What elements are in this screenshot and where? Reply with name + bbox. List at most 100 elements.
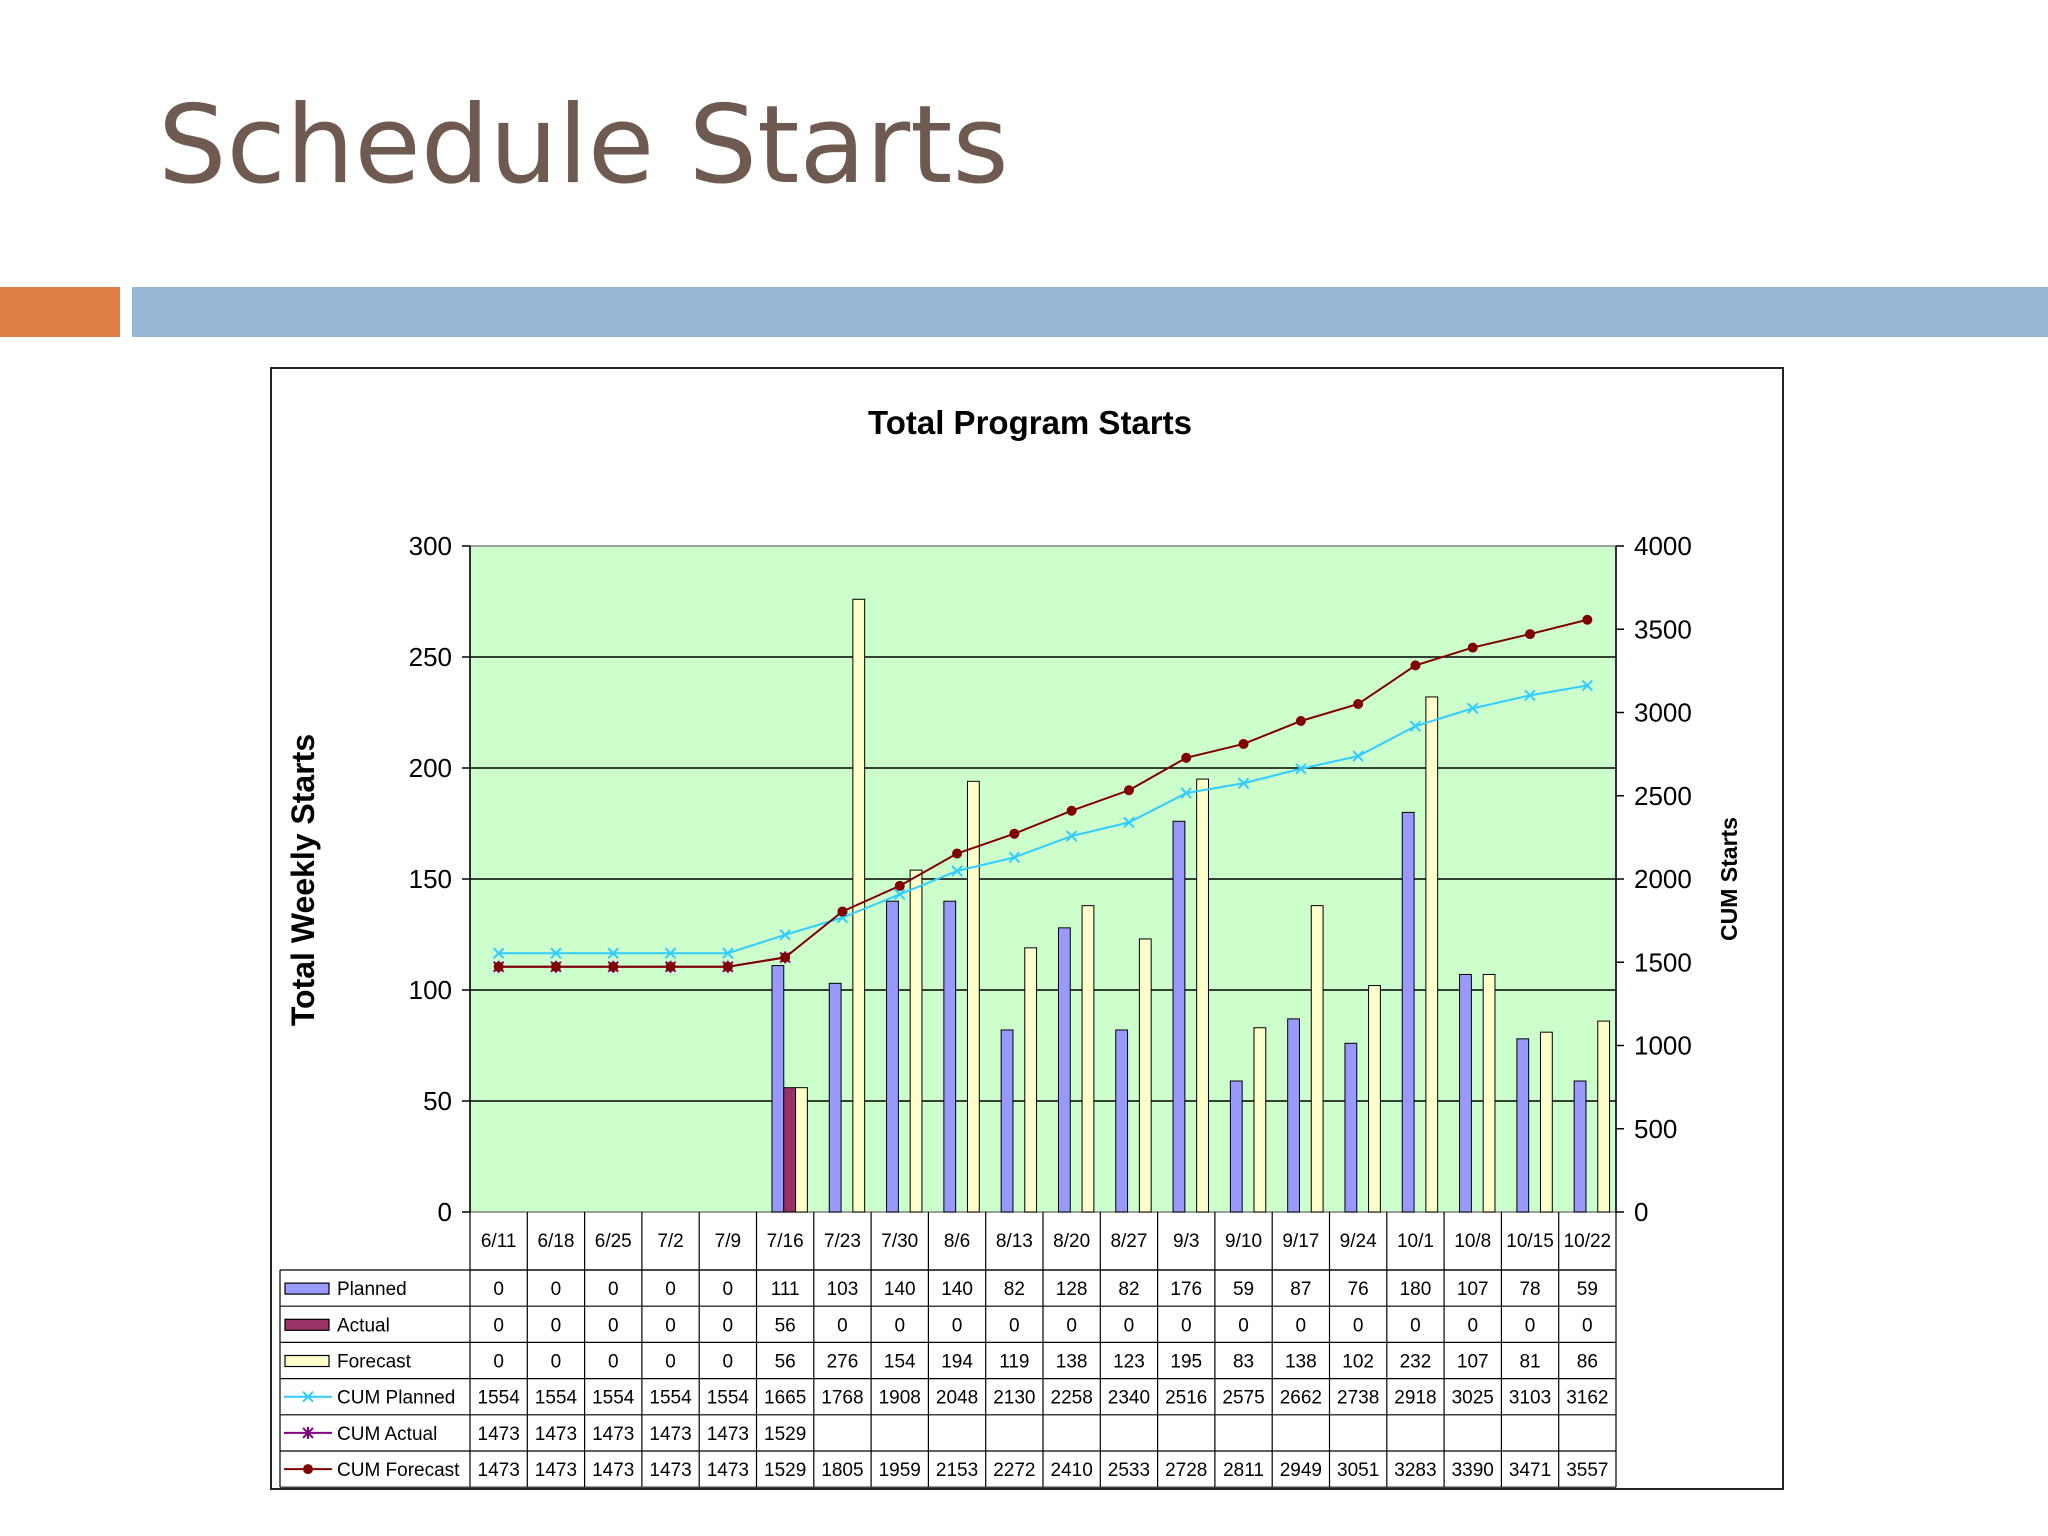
x-tick-label: 6/18	[537, 1231, 574, 1252]
table-cell-forecast: 86	[1577, 1352, 1598, 1373]
y2-tick-label: 500	[1634, 1114, 1677, 1144]
table-cell-cum-planned: 2738	[1337, 1388, 1379, 1409]
table-cell-actual: 0	[665, 1315, 676, 1336]
bar-planned	[1172, 820, 1186, 1213]
y-tick-label: 50	[423, 1086, 452, 1116]
table-cell-cum-forecast: 2153	[936, 1460, 978, 1481]
table-cell-cum-planned: 2048	[936, 1388, 978, 1409]
marker-stroke	[1295, 763, 1307, 775]
table-cell-cum-forecast: 2272	[993, 1460, 1035, 1481]
marker-stroke	[722, 947, 734, 959]
table-cell-actual: 0	[1467, 1315, 1478, 1336]
table-cell-planned: 0	[723, 1279, 734, 1300]
table-cell-cum-planned: 1554	[592, 1388, 635, 1409]
x-tick-label: 8/13	[996, 1231, 1033, 1252]
legend-label: CUM Planned	[337, 1388, 455, 1409]
y2-tick-label: 3500	[1634, 614, 1692, 644]
point-cum-planned	[1581, 679, 1594, 692]
x-tick-label: 7/9	[715, 1231, 741, 1252]
point-cum-forecast	[1525, 629, 1536, 640]
table-cell-cum-forecast: 1959	[879, 1460, 921, 1481]
marker-stroke	[607, 947, 619, 959]
point-cum-forecast	[1009, 828, 1020, 839]
bar-planned	[886, 900, 899, 1213]
table-cell-planned: 0	[665, 1279, 676, 1300]
table-cell-planned: 0	[551, 1279, 562, 1300]
table-cell-planned: 107	[1457, 1279, 1489, 1300]
y2-axis-label: CUM Starts	[1716, 817, 1742, 941]
x-tick-label: 10/8	[1454, 1231, 1491, 1252]
bar-forecast	[852, 598, 866, 1213]
x-tick-label: 9/3	[1173, 1231, 1199, 1252]
point-cum-planned	[1065, 830, 1078, 842]
table-cell-cum-planned: 2918	[1394, 1388, 1436, 1409]
y2-tick-label: 3000	[1634, 698, 1692, 728]
table-cell-cum-actual: 1473	[535, 1424, 577, 1445]
table-cell-cum-actual: 1473	[478, 1424, 520, 1445]
bar-forecast	[1253, 1027, 1267, 1213]
marker-stroke	[1123, 816, 1135, 829]
point-cum-planned	[951, 865, 963, 877]
table-cell-actual: 0	[551, 1315, 562, 1336]
table-cell-forecast: 107	[1457, 1352, 1489, 1373]
x-tick-label: 10/15	[1506, 1231, 1554, 1252]
table-cell-cum-forecast: 2410	[1051, 1460, 1093, 1481]
table-cell-cum-forecast: 1473	[535, 1460, 577, 1481]
legend-label: CUM Forecast	[337, 1460, 460, 1481]
y2-tick-label: 1500	[1634, 947, 1692, 977]
y2-tick-label: 2000	[1634, 864, 1692, 894]
point-cum-forecast	[493, 961, 504, 972]
bar-planned	[1573, 1080, 1587, 1213]
table-cell-cum-planned: 1554	[535, 1388, 578, 1409]
table-cell-cum-forecast: 3283	[1394, 1460, 1436, 1481]
table-cell-forecast: 83	[1233, 1352, 1254, 1373]
x-tick-label: 10/22	[1564, 1231, 1612, 1252]
table-cell-cum-planned: 3025	[1452, 1388, 1494, 1409]
table-cell-cum-planned: 1554	[707, 1388, 750, 1409]
chart: Total Program Starts Total Weekly Starts…	[279, 404, 1742, 1488]
marker-stroke	[550, 947, 562, 959]
table-cell-cum-planned: 2516	[1165, 1388, 1207, 1409]
x-tick-label: 9/24	[1340, 1231, 1377, 1252]
point-cum-planned	[894, 888, 906, 901]
table-cell-forecast: 154	[884, 1352, 916, 1373]
point-cum-forecast	[952, 848, 963, 859]
table-cell-actual: 0	[894, 1315, 905, 1336]
table-cell-forecast: 102	[1342, 1352, 1374, 1373]
table-cell-cum-forecast: 1473	[478, 1460, 520, 1481]
table-cell-actual: 0	[1296, 1315, 1307, 1336]
table-cell-planned: 0	[493, 1279, 504, 1300]
y-tick-label: 200	[409, 753, 452, 783]
bar-forecast	[795, 1087, 808, 1213]
x-tick-label: 6/25	[595, 1231, 632, 1252]
table-cell-cum-planned: 2575	[1222, 1388, 1264, 1409]
point-cum-planned	[664, 947, 677, 959]
table-cell-actual: 0	[1124, 1315, 1135, 1336]
table-cell-cum-planned: 2662	[1280, 1388, 1322, 1409]
table-cell-planned: 87	[1290, 1279, 1311, 1300]
x-tick-label: 6/11	[481, 1231, 517, 1252]
point-cum-planned	[1008, 851, 1021, 864]
bar-planned	[1516, 1038, 1530, 1213]
table-cell-forecast: 123	[1113, 1352, 1145, 1373]
legend-label: Planned	[337, 1279, 407, 1300]
point-cum-forecast	[1353, 699, 1364, 710]
table-cell-forecast: 0	[493, 1352, 504, 1373]
bar-planned	[1000, 1029, 1014, 1213]
marker-stroke	[894, 888, 906, 901]
table-cell-cum-planned: 1768	[821, 1388, 863, 1409]
point-cum-forecast	[608, 961, 619, 972]
table-cell-planned: 103	[827, 1279, 859, 1300]
legend-label: CUM Actual	[337, 1424, 437, 1445]
table-cell-forecast: 0	[723, 1352, 734, 1373]
accent-bar-blue	[132, 287, 2048, 337]
x-tick-label: 9/10	[1225, 1231, 1262, 1252]
x-tick-label: 8/6	[944, 1231, 970, 1252]
table-cell-planned: 0	[608, 1279, 619, 1300]
table-cell-cum-planned: 1554	[649, 1388, 692, 1409]
table-cell-cum-forecast: 3051	[1337, 1460, 1379, 1481]
table-cell-actual: 0	[1181, 1315, 1192, 1336]
bar-forecast	[1482, 973, 1496, 1213]
table-cell-actual: 0	[723, 1315, 734, 1336]
marker-stroke	[1467, 702, 1479, 715]
